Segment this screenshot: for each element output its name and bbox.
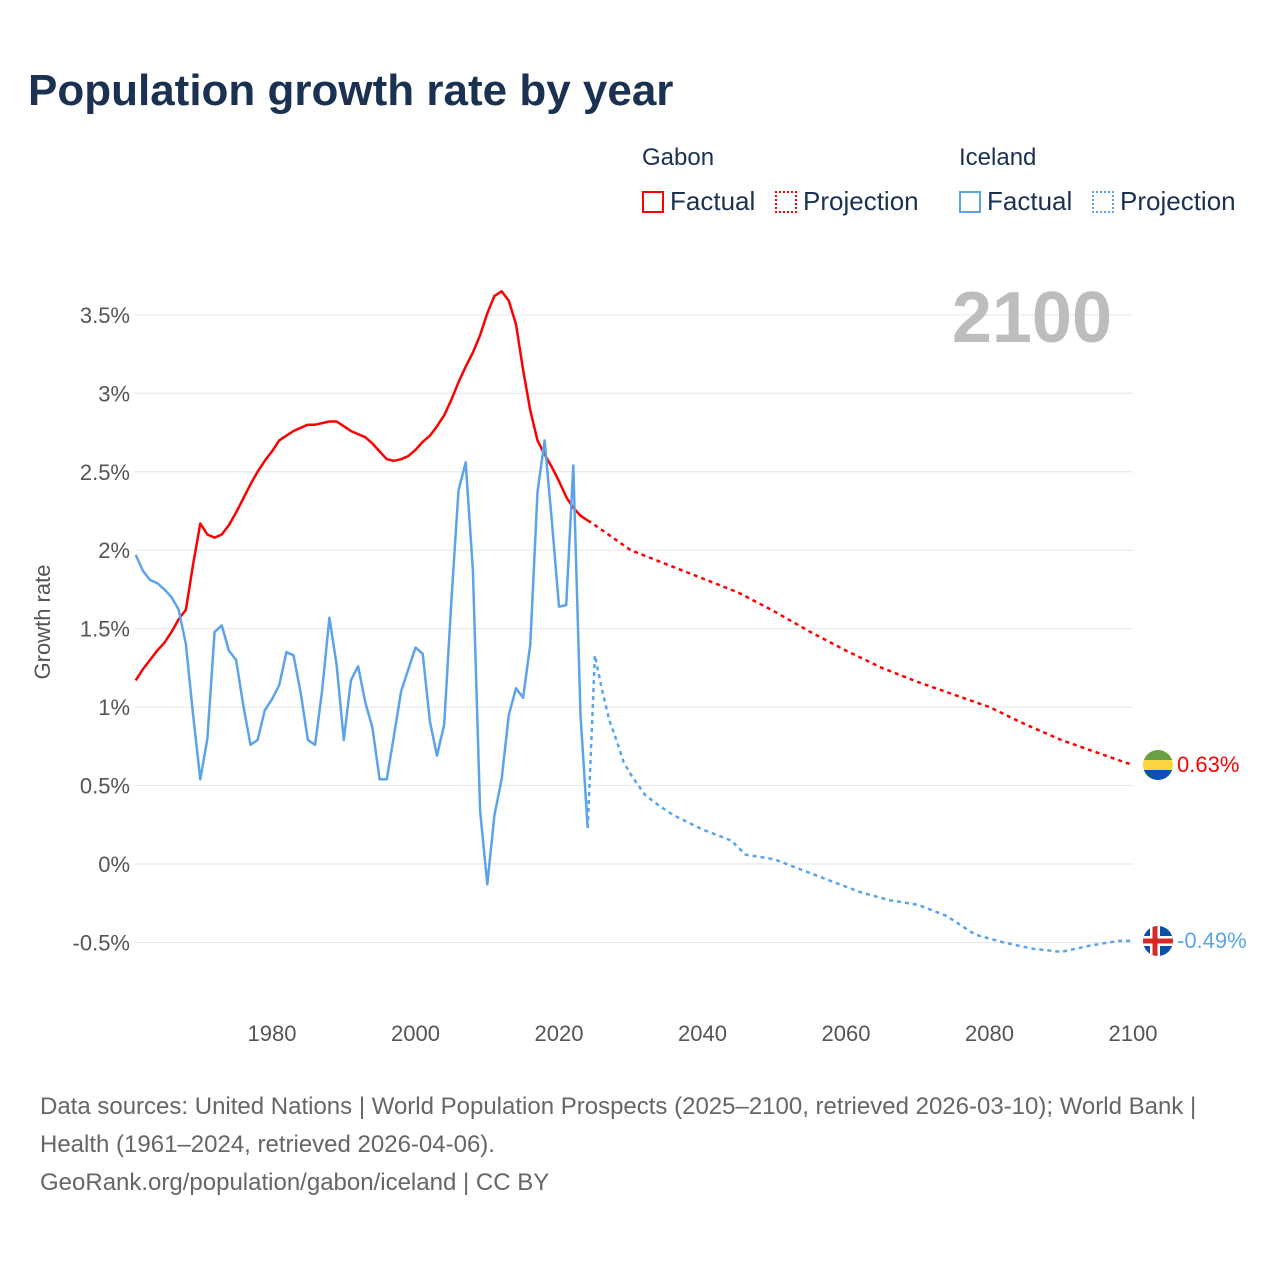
x-tick-label: 2020 <box>535 1021 584 1046</box>
line-chart: -0.5% 0% 0.5% 1% 1.5% 2% 2.5% 3% 3.5% 1980 2000 202… <box>30 278 1247 1046</box>
legend-label: Factual <box>670 186 756 216</box>
legend-gabon-projection[interactable]: Projection <box>775 186 919 217</box>
legend-iceland-title: Iceland <box>959 144 1037 171</box>
iceland-projection-line[interactable] <box>586 654 1133 954</box>
x-tick-label: 1980 <box>248 1021 297 1046</box>
footer: Data sources: United Nations | World Pop… <box>40 1088 1240 1202</box>
y-tick-label: 0% <box>98 852 130 877</box>
x-tick-label: 2040 <box>678 1021 727 1046</box>
y-tick-label: 0.5% <box>80 774 130 799</box>
iceland-flag-icon <box>1143 926 1173 956</box>
y-tick-label: 1.5% <box>80 617 130 642</box>
legend-swatch-dotted <box>775 190 797 213</box>
legend-iceland-projection[interactable]: Projection <box>1092 186 1236 217</box>
y-tick-label: 2% <box>98 538 130 563</box>
x-tick-label: 2000 <box>391 1021 440 1046</box>
credit-link[interactable]: GeoRank.org/population/gabon/iceland | C… <box>40 1169 550 1196</box>
x-tick-label: 2100 <box>1109 1021 1158 1046</box>
y-tick-label: 3% <box>98 381 130 406</box>
x-tick-label: 2080 <box>965 1021 1014 1046</box>
legend-swatch-solid <box>642 190 664 213</box>
legend-label: Projection <box>1120 186 1236 216</box>
data-sources: Data sources: United Nations | World Pop… <box>40 1093 1197 1158</box>
y-tick-label: 3.5% <box>80 303 130 328</box>
legend-label: Projection <box>803 186 919 216</box>
legend-swatch-dotted <box>1092 190 1114 213</box>
gabon-end-label: 0.63% <box>1177 752 1239 777</box>
iceland-factual-line[interactable] <box>134 439 589 886</box>
gabon-flag-icon <box>1143 750 1173 780</box>
y-tick-label: -0.5% <box>73 930 130 955</box>
gabon-factual-line[interactable] <box>134 290 589 682</box>
legend-swatch-solid <box>959 190 981 213</box>
legend-iceland-factual[interactable]: Factual <box>959 186 1072 217</box>
legend-gabon-title: Gabon <box>642 144 715 171</box>
year-display: 2100 <box>952 278 1112 358</box>
y-tick-label: 2.5% <box>80 460 130 485</box>
y-tick-label: 1% <box>98 695 130 720</box>
gabon-projection-line[interactable] <box>587 519 1134 767</box>
page-title: Population growth rate by year <box>28 66 674 115</box>
iceland-end-label: -0.49% <box>1177 928 1247 953</box>
y-axis-label: Growth rate <box>30 565 55 680</box>
legend-gabon-factual[interactable]: Factual <box>642 186 755 217</box>
x-tick-label: 2060 <box>822 1021 871 1046</box>
legend-label: Factual <box>987 186 1073 216</box>
